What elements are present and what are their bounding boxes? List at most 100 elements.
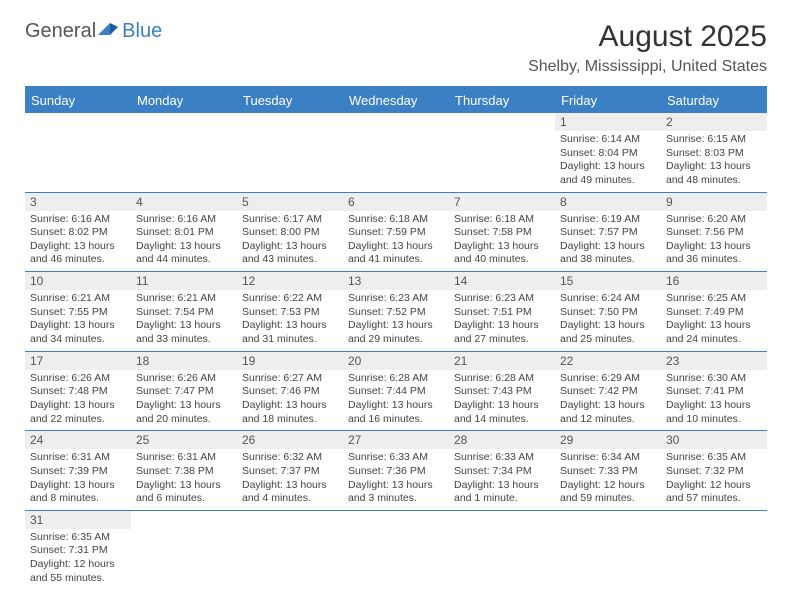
day-number: 27 bbox=[343, 431, 449, 449]
day-number: 26 bbox=[237, 431, 343, 449]
day-number bbox=[237, 511, 343, 515]
week-row: 17Sunrise: 6:26 AMSunset: 7:48 PMDayligh… bbox=[25, 352, 767, 432]
daylight-text: Daylight: 13 hours and 4 minutes. bbox=[242, 479, 338, 506]
sunset-text: Sunset: 8:03 PM bbox=[666, 147, 762, 161]
day-cell: 2Sunrise: 6:15 AMSunset: 8:03 PMDaylight… bbox=[661, 113, 767, 192]
day-number: 20 bbox=[343, 352, 449, 370]
day-info: Sunrise: 6:35 AMSunset: 7:32 PMDaylight:… bbox=[661, 449, 767, 510]
logo-text-general: General bbox=[25, 20, 96, 43]
day-info: Sunrise: 6:30 AMSunset: 7:41 PMDaylight:… bbox=[661, 370, 767, 431]
sunset-text: Sunset: 7:51 PM bbox=[454, 306, 550, 320]
empty-cell bbox=[25, 113, 131, 192]
day-number bbox=[131, 511, 237, 515]
day-number: 19 bbox=[237, 352, 343, 370]
week-row: 24Sunrise: 6:31 AMSunset: 7:39 PMDayligh… bbox=[25, 431, 767, 511]
day-info: Sunrise: 6:33 AMSunset: 7:34 PMDaylight:… bbox=[449, 449, 555, 510]
sunset-text: Sunset: 7:46 PM bbox=[242, 385, 338, 399]
day-info: Sunrise: 6:31 AMSunset: 7:39 PMDaylight:… bbox=[25, 449, 131, 510]
day-info: Sunrise: 6:21 AMSunset: 7:54 PMDaylight:… bbox=[131, 290, 237, 351]
day-info: Sunrise: 6:23 AMSunset: 7:51 PMDaylight:… bbox=[449, 290, 555, 351]
logo: General Blue bbox=[25, 20, 162, 43]
empty-cell bbox=[237, 113, 343, 192]
daylight-text: Daylight: 13 hours and 40 minutes. bbox=[454, 240, 550, 267]
sunrise-text: Sunrise: 6:26 AM bbox=[136, 372, 232, 386]
weekday-header: Sunday bbox=[25, 88, 131, 113]
day-number: 6 bbox=[343, 193, 449, 211]
day-info: Sunrise: 6:35 AMSunset: 7:31 PMDaylight:… bbox=[25, 529, 131, 590]
sunrise-text: Sunrise: 6:29 AM bbox=[560, 372, 656, 386]
day-cell: 7Sunrise: 6:18 AMSunset: 7:58 PMDaylight… bbox=[449, 193, 555, 272]
weekday-header: Thursday bbox=[449, 88, 555, 113]
day-number: 22 bbox=[555, 352, 661, 370]
title-block: August 2025 Shelby, Mississippi, United … bbox=[528, 20, 767, 76]
sunrise-text: Sunrise: 6:35 AM bbox=[666, 451, 762, 465]
daylight-text: Daylight: 13 hours and 24 minutes. bbox=[666, 319, 762, 346]
day-cell: 6Sunrise: 6:18 AMSunset: 7:59 PMDaylight… bbox=[343, 193, 449, 272]
day-info: Sunrise: 6:21 AMSunset: 7:55 PMDaylight:… bbox=[25, 290, 131, 351]
daylight-text: Daylight: 13 hours and 14 minutes. bbox=[454, 399, 550, 426]
day-info: Sunrise: 6:18 AMSunset: 7:59 PMDaylight:… bbox=[343, 211, 449, 272]
sunset-text: Sunset: 7:58 PM bbox=[454, 226, 550, 240]
day-cell: 23Sunrise: 6:30 AMSunset: 7:41 PMDayligh… bbox=[661, 352, 767, 431]
day-number: 8 bbox=[555, 193, 661, 211]
day-number: 29 bbox=[555, 431, 661, 449]
sunrise-text: Sunrise: 6:35 AM bbox=[30, 531, 126, 545]
sunrise-text: Sunrise: 6:18 AM bbox=[454, 213, 550, 227]
empty-cell bbox=[343, 511, 449, 590]
day-info: Sunrise: 6:23 AMSunset: 7:52 PMDaylight:… bbox=[343, 290, 449, 351]
daylight-text: Daylight: 13 hours and 27 minutes. bbox=[454, 319, 550, 346]
day-info: Sunrise: 6:18 AMSunset: 7:58 PMDaylight:… bbox=[449, 211, 555, 272]
day-cell: 24Sunrise: 6:31 AMSunset: 7:39 PMDayligh… bbox=[25, 431, 131, 510]
day-number: 12 bbox=[237, 272, 343, 290]
sunrise-text: Sunrise: 6:22 AM bbox=[242, 292, 338, 306]
daylight-text: Daylight: 13 hours and 38 minutes. bbox=[560, 240, 656, 267]
empty-cell bbox=[449, 511, 555, 590]
day-number: 5 bbox=[237, 193, 343, 211]
day-cell: 31Sunrise: 6:35 AMSunset: 7:31 PMDayligh… bbox=[25, 511, 131, 590]
sunrise-text: Sunrise: 6:26 AM bbox=[30, 372, 126, 386]
day-cell: 16Sunrise: 6:25 AMSunset: 7:49 PMDayligh… bbox=[661, 272, 767, 351]
sunset-text: Sunset: 7:33 PM bbox=[560, 465, 656, 479]
sunrise-text: Sunrise: 6:32 AM bbox=[242, 451, 338, 465]
weekday-header: Friday bbox=[555, 88, 661, 113]
sunrise-text: Sunrise: 6:28 AM bbox=[454, 372, 550, 386]
weekday-header-row: SundayMondayTuesdayWednesdayThursdayFrid… bbox=[25, 88, 767, 113]
sunset-text: Sunset: 7:52 PM bbox=[348, 306, 444, 320]
day-number: 28 bbox=[449, 431, 555, 449]
day-number: 2 bbox=[661, 113, 767, 131]
sunrise-text: Sunrise: 6:17 AM bbox=[242, 213, 338, 227]
page-header: General Blue August 2025 Shelby, Mississ… bbox=[0, 0, 792, 86]
day-number: 10 bbox=[25, 272, 131, 290]
day-number: 7 bbox=[449, 193, 555, 211]
day-info: Sunrise: 6:28 AMSunset: 7:44 PMDaylight:… bbox=[343, 370, 449, 431]
sunrise-text: Sunrise: 6:25 AM bbox=[666, 292, 762, 306]
sunrise-text: Sunrise: 6:21 AM bbox=[30, 292, 126, 306]
day-cell: 27Sunrise: 6:33 AMSunset: 7:36 PMDayligh… bbox=[343, 431, 449, 510]
daylight-text: Daylight: 13 hours and 3 minutes. bbox=[348, 479, 444, 506]
sunset-text: Sunset: 7:53 PM bbox=[242, 306, 338, 320]
sunrise-text: Sunrise: 6:21 AM bbox=[136, 292, 232, 306]
day-cell: 8Sunrise: 6:19 AMSunset: 7:57 PMDaylight… bbox=[555, 193, 661, 272]
day-info: Sunrise: 6:24 AMSunset: 7:50 PMDaylight:… bbox=[555, 290, 661, 351]
daylight-text: Daylight: 13 hours and 29 minutes. bbox=[348, 319, 444, 346]
sunrise-text: Sunrise: 6:19 AM bbox=[560, 213, 656, 227]
sunset-text: Sunset: 7:55 PM bbox=[30, 306, 126, 320]
daylight-text: Daylight: 13 hours and 1 minute. bbox=[454, 479, 550, 506]
sunset-text: Sunset: 7:41 PM bbox=[666, 385, 762, 399]
day-number bbox=[343, 113, 449, 117]
day-info: Sunrise: 6:20 AMSunset: 7:56 PMDaylight:… bbox=[661, 211, 767, 272]
sunset-text: Sunset: 7:42 PM bbox=[560, 385, 656, 399]
sunrise-text: Sunrise: 6:16 AM bbox=[136, 213, 232, 227]
daylight-text: Daylight: 12 hours and 59 minutes. bbox=[560, 479, 656, 506]
sunrise-text: Sunrise: 6:23 AM bbox=[454, 292, 550, 306]
sunset-text: Sunset: 7:38 PM bbox=[136, 465, 232, 479]
day-info: Sunrise: 6:16 AMSunset: 8:02 PMDaylight:… bbox=[25, 211, 131, 272]
daylight-text: Daylight: 12 hours and 57 minutes. bbox=[666, 479, 762, 506]
sunset-text: Sunset: 7:49 PM bbox=[666, 306, 762, 320]
sunrise-text: Sunrise: 6:28 AM bbox=[348, 372, 444, 386]
day-cell: 19Sunrise: 6:27 AMSunset: 7:46 PMDayligh… bbox=[237, 352, 343, 431]
day-number bbox=[449, 113, 555, 117]
day-number: 23 bbox=[661, 352, 767, 370]
day-cell: 11Sunrise: 6:21 AMSunset: 7:54 PMDayligh… bbox=[131, 272, 237, 351]
day-number: 24 bbox=[25, 431, 131, 449]
